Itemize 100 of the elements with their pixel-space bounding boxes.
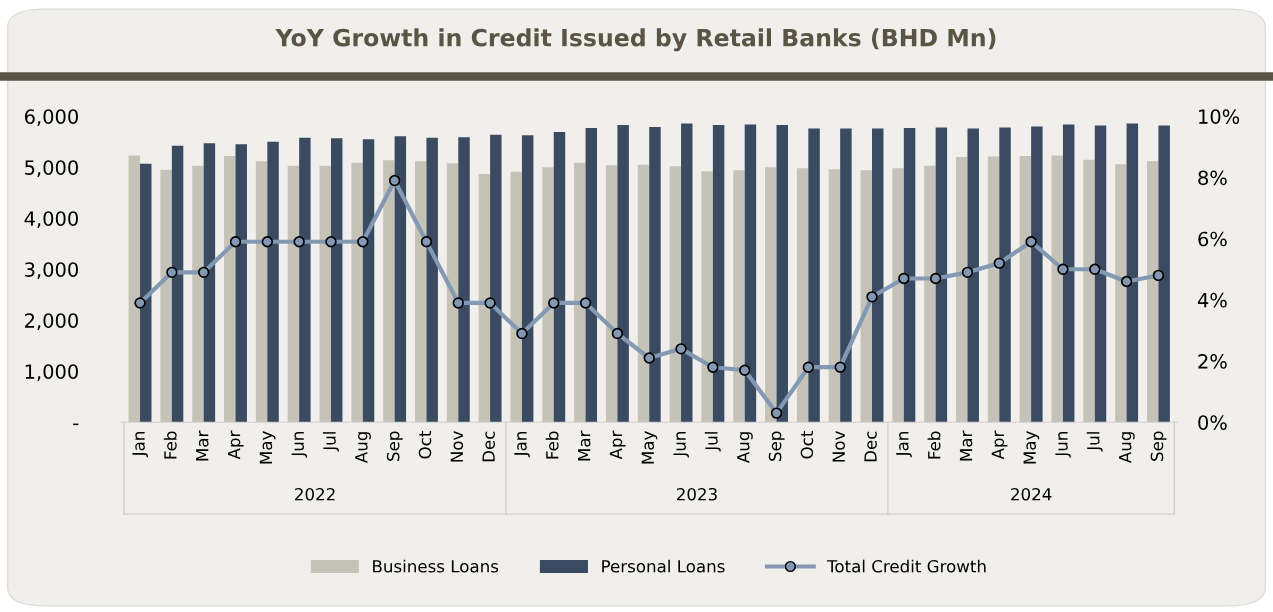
text: 2022 bbox=[295, 487, 335, 501]
point bbox=[866, 291, 878, 303]
bar bbox=[860, 170, 872, 423]
bar bbox=[458, 137, 470, 423]
bar bbox=[203, 143, 216, 423]
bar bbox=[553, 132, 566, 423]
point bbox=[961, 266, 974, 279]
bar bbox=[394, 136, 407, 423]
x-tick-label: Mar bbox=[196, 430, 209, 461]
point bbox=[134, 297, 146, 309]
x-tick-label: Jun bbox=[1055, 432, 1071, 458]
bar bbox=[574, 162, 586, 423]
point bbox=[739, 364, 751, 376]
bar bbox=[1094, 125, 1107, 423]
x-tick-label: Apr bbox=[991, 430, 1008, 460]
point bbox=[166, 266, 178, 279]
point bbox=[770, 407, 783, 419]
bar bbox=[744, 124, 757, 423]
x-tick-label: Jul bbox=[704, 432, 721, 452]
x-tick-label: Mar bbox=[959, 430, 973, 461]
bar bbox=[224, 156, 236, 423]
bar bbox=[287, 165, 300, 423]
chart-title: YoY Growth in Credit Issued by Retail Banks (BHD Mn) bbox=[275, 28, 996, 52]
point bbox=[229, 236, 242, 248]
bar bbox=[999, 127, 1011, 423]
text: 2023 bbox=[676, 487, 717, 501]
x-tick-label: Sep bbox=[768, 431, 785, 461]
x-tick-label: Oct bbox=[800, 431, 814, 459]
x-tick-label: May bbox=[1023, 431, 1040, 464]
x-tick-label: Feb bbox=[545, 431, 559, 459]
point bbox=[802, 361, 815, 373]
bar bbox=[1126, 123, 1139, 423]
y-tick-label: 5,000 bbox=[25, 160, 78, 177]
x-tick-label: Jan bbox=[896, 432, 912, 458]
x-tick-label: Jul bbox=[1086, 432, 1103, 452]
bar bbox=[235, 144, 247, 423]
bar bbox=[1146, 161, 1159, 423]
point bbox=[675, 343, 687, 355]
x-tick-label: Feb bbox=[927, 431, 941, 459]
x-tick-label: May bbox=[641, 431, 658, 464]
bar bbox=[1062, 124, 1075, 423]
bar bbox=[1083, 159, 1095, 423]
bar bbox=[828, 169, 841, 423]
legend-label: Personal Loans bbox=[602, 559, 725, 573]
bar bbox=[935, 127, 948, 423]
x-tick-label: May bbox=[259, 431, 276, 464]
point bbox=[1152, 269, 1165, 282]
point bbox=[516, 327, 528, 340]
point bbox=[1089, 263, 1101, 275]
point bbox=[611, 327, 624, 340]
bar bbox=[712, 124, 725, 423]
bar bbox=[383, 160, 395, 423]
x-tick-label: Feb bbox=[163, 431, 177, 459]
y-tick-label: 3,000 bbox=[25, 262, 78, 279]
bar bbox=[1051, 155, 1063, 423]
bar bbox=[776, 124, 788, 423]
bar bbox=[542, 167, 554, 423]
point bbox=[388, 174, 401, 187]
point bbox=[1120, 275, 1133, 288]
bar bbox=[637, 164, 650, 423]
bar bbox=[521, 135, 534, 423]
legend-label: Business Loans bbox=[373, 559, 499, 573]
x-tick-label: Jun bbox=[673, 432, 689, 458]
point bbox=[325, 236, 337, 248]
point bbox=[1057, 263, 1069, 275]
point bbox=[834, 361, 846, 373]
x-tick-label: Dec bbox=[482, 431, 495, 462]
point bbox=[898, 272, 910, 285]
y-tick-label: 6,000 bbox=[24, 109, 78, 126]
x-tick-label: Mar bbox=[578, 430, 591, 461]
x-tick-label: Aug bbox=[1119, 432, 1135, 464]
y2-tick-label: 10% bbox=[1199, 109, 1240, 124]
bar bbox=[956, 157, 968, 423]
y-tick-label: 2,000 bbox=[25, 313, 78, 330]
x-tick-label: Sep bbox=[386, 431, 403, 461]
bar bbox=[1115, 164, 1127, 423]
bar bbox=[605, 165, 618, 423]
x-tick-label: Nov bbox=[450, 431, 464, 462]
bar bbox=[426, 137, 438, 423]
bar bbox=[267, 141, 279, 423]
y2-tick-label: 8% bbox=[1198, 170, 1227, 186]
point bbox=[293, 236, 305, 248]
bar bbox=[987, 156, 1000, 423]
bar bbox=[796, 168, 809, 423]
x-tick-label: Jan bbox=[132, 432, 148, 458]
x-tick-label: Nov bbox=[832, 431, 846, 462]
bar bbox=[967, 128, 979, 423]
point bbox=[548, 297, 560, 309]
bar bbox=[319, 165, 331, 423]
bar bbox=[255, 161, 268, 423]
y2-tick-label: 4% bbox=[1197, 292, 1227, 308]
bar bbox=[415, 161, 427, 423]
bar bbox=[160, 169, 172, 423]
bar bbox=[330, 138, 343, 423]
bar bbox=[765, 167, 777, 423]
bar bbox=[446, 163, 459, 423]
x-tick-label: Dec bbox=[864, 431, 877, 462]
point bbox=[643, 352, 655, 364]
y-tick-label: 4,000 bbox=[24, 211, 78, 228]
y2-tick-label: 6% bbox=[1198, 231, 1227, 247]
